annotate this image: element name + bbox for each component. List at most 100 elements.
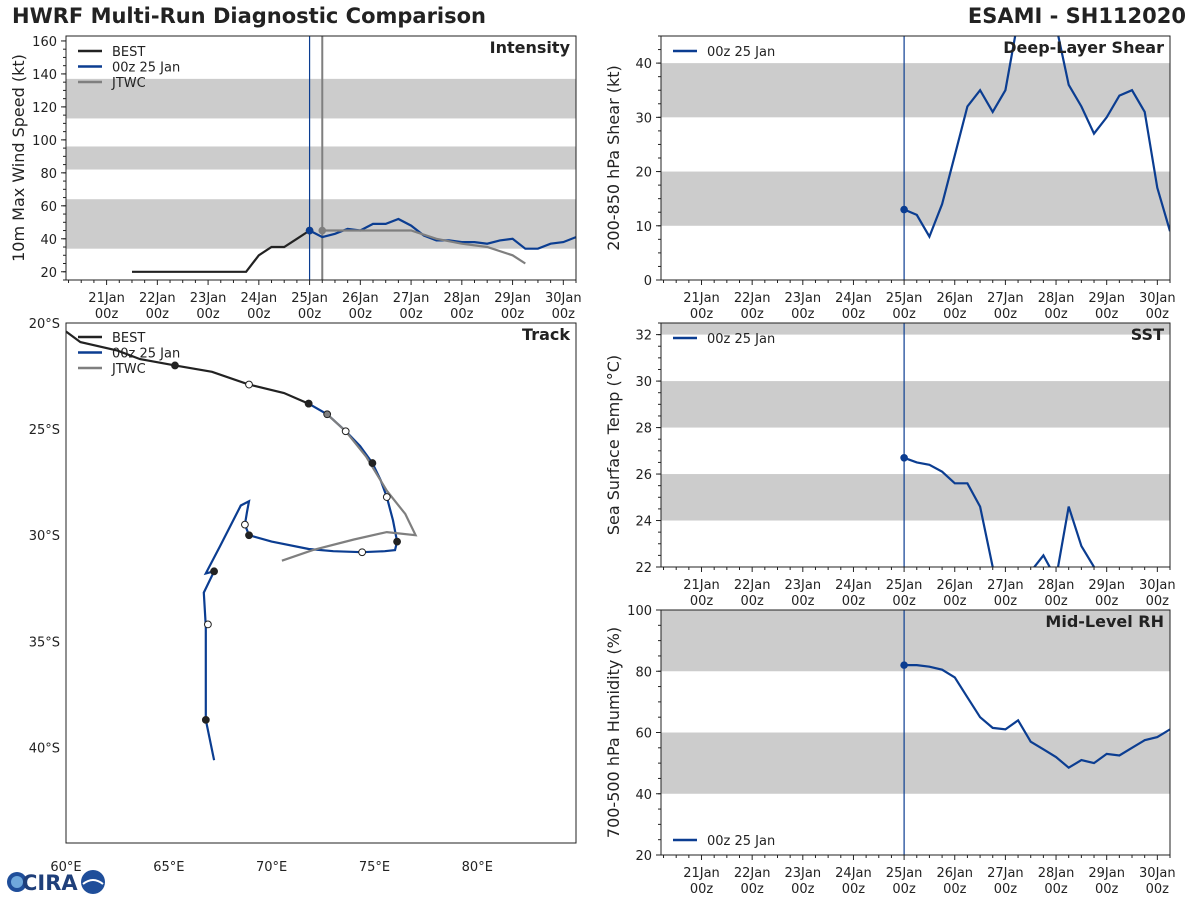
shear-xtick-day: 21Jan (683, 291, 720, 306)
intensity-ytick-label: 80 (40, 167, 57, 182)
intensity-xtick-day: 21Jan (88, 291, 125, 306)
intensity-ytick-label: 60 (40, 200, 57, 215)
sst-xtick-day: 25Jan (886, 578, 923, 593)
intensity-ytick-label: 140 (32, 68, 57, 83)
track-series-best (66, 330, 310, 405)
page-title: HWRF Multi-Run Diagnostic Comparison (12, 4, 487, 28)
shear-xtick-hour: 00z (1146, 307, 1170, 322)
rh-xtick-hour: 00z (1146, 882, 1170, 897)
track-panel-title: Track (522, 325, 570, 344)
shear-ytick-label: 10 (635, 220, 652, 235)
intensity-band (66, 199, 576, 249)
rh-xtick-day: 21Jan (683, 866, 720, 881)
rh-xtick-hour: 00z (690, 882, 714, 897)
sst-band (661, 381, 1170, 428)
sst-xtick-hour: 00z (1044, 594, 1068, 609)
track-lon-label: 60°E (50, 860, 81, 875)
intensity-xtick-hour: 00z (95, 307, 119, 322)
rh-ytick-label: 40 (635, 788, 652, 803)
shear-xtick-hour: 00z (994, 307, 1018, 322)
shear-xtick-day: 28Jan (1038, 291, 1075, 306)
track-lat-label: 35°S (29, 635, 60, 650)
sst-xtick-hour: 00z (892, 594, 916, 609)
track-legend-label-best: BEST (112, 331, 145, 346)
rh-xtick-hour: 00z (791, 882, 815, 897)
shear-legend-label-hwrf: 00z 25 Jan (707, 45, 775, 60)
sst-ytick-label: 32 (635, 329, 652, 344)
sst-xtick-day: 29Jan (1088, 578, 1125, 593)
rh-xtick-day: 28Jan (1038, 866, 1075, 881)
sst-band (661, 323, 1170, 335)
intensity-xtick-day: 28Jan (444, 291, 481, 306)
track-legend-label-hwrf: 00z 25 Jan (112, 347, 180, 362)
intensity-ytick-label: 160 (32, 35, 57, 50)
sst-xtick-day: 21Jan (683, 578, 720, 593)
sst-marker-hwrf (900, 453, 908, 462)
track-lat-label: 40°S (29, 741, 60, 756)
intensity-xtick-hour: 00z (349, 307, 373, 322)
sst-ytick-label: 24 (635, 515, 652, 530)
intensity-xtick-day: 25Jan (291, 291, 328, 306)
track-series-jtwc (281, 413, 418, 562)
rh-xtick-hour: 00z (892, 882, 916, 897)
track-axes-frame (65, 322, 577, 844)
rh-xtick-hour: 00z (943, 882, 967, 897)
track-series-hwrf (202, 402, 399, 761)
rh-xtick-day: 27Jan (987, 866, 1024, 881)
track-lon-label: 65°E (153, 860, 184, 875)
intensity-xtick-day: 22Jan (139, 291, 176, 306)
sst-xtick-day: 30Jan (1139, 578, 1176, 593)
shear-ytick-label: 40 (635, 57, 652, 72)
intensity-series-jtwc (322, 229, 526, 265)
sst-xtick-day: 24Jan (835, 578, 872, 593)
sst-series-hwrf (903, 456, 1096, 567)
logo-text: CIRA (22, 871, 78, 895)
sst-ytick-label: 30 (635, 375, 652, 390)
rh-xtick-day: 22Jan (734, 866, 771, 881)
shear-xtick-day: 22Jan (734, 291, 771, 306)
intensity-marker-hwrf (305, 226, 314, 235)
intensity-xtick-hour: 00z (146, 307, 170, 322)
rh-series-hwrf (904, 663, 1170, 770)
track-marker-hwrf (245, 531, 253, 540)
shear-series-hwrf (903, 36, 1170, 240)
shear-xtick-hour: 00z (892, 307, 916, 322)
intensity-xtick-day: 24Jan (241, 291, 278, 306)
shear-ytick-label: 0 (644, 274, 652, 289)
shear-xtick-day: 26Jan (936, 291, 973, 306)
intensity-ytick-label: 120 (32, 101, 57, 116)
track-lon-label: 80°E (462, 860, 493, 875)
sst-ytick-label: 26 (635, 468, 652, 483)
rh-band (661, 732, 1170, 794)
sst-ytick-label: 28 (635, 422, 652, 437)
rh-xtick-hour: 00z (740, 882, 764, 897)
sst-legend-label-hwrf: 00z 25 Jan (707, 332, 775, 347)
rh-xtick-day: 30Jan (1139, 866, 1176, 881)
intensity-ylabel: 10m Max Wind Speed (kt) (9, 54, 28, 262)
shear-band (661, 63, 1170, 118)
intensity-legend-label-best: BEST (112, 45, 145, 60)
intensity-marker-jtwc (318, 226, 327, 235)
shear-xtick-hour: 00z (791, 307, 815, 322)
rh-ytick-label: 20 (635, 849, 652, 864)
shear-xtick-hour: 00z (842, 307, 866, 322)
shear-marker-hwrf (900, 205, 908, 214)
shear-xtick-day: 29Jan (1088, 291, 1125, 306)
rh-xtick-hour: 00z (1044, 882, 1068, 897)
track-legend-label-jtwc: JTWC (111, 362, 146, 377)
sst-xtick-hour: 00z (791, 594, 815, 609)
rh-xtick-day: 29Jan (1088, 866, 1125, 881)
rh-xtick-day: 25Jan (886, 866, 923, 881)
intensity-panel-title: Intensity (490, 38, 571, 57)
intensity-xtick-hour: 00z (196, 307, 220, 322)
intensity-legend-label-hwrf: 00z 25 Jan (112, 61, 180, 76)
intensity-xtick-hour: 00z (399, 307, 423, 322)
shear-xtick-day: 25Jan (886, 291, 923, 306)
sst-xtick-day: 23Jan (785, 578, 822, 593)
shear-panel-title: Deep-Layer Shear (1003, 38, 1164, 57)
intensity-band (66, 78, 576, 119)
intensity-xtick-hour: 00z (501, 307, 525, 322)
shear-xtick-day: 24Jan (835, 291, 872, 306)
intensity-xtick-day: 30Jan (545, 291, 582, 306)
